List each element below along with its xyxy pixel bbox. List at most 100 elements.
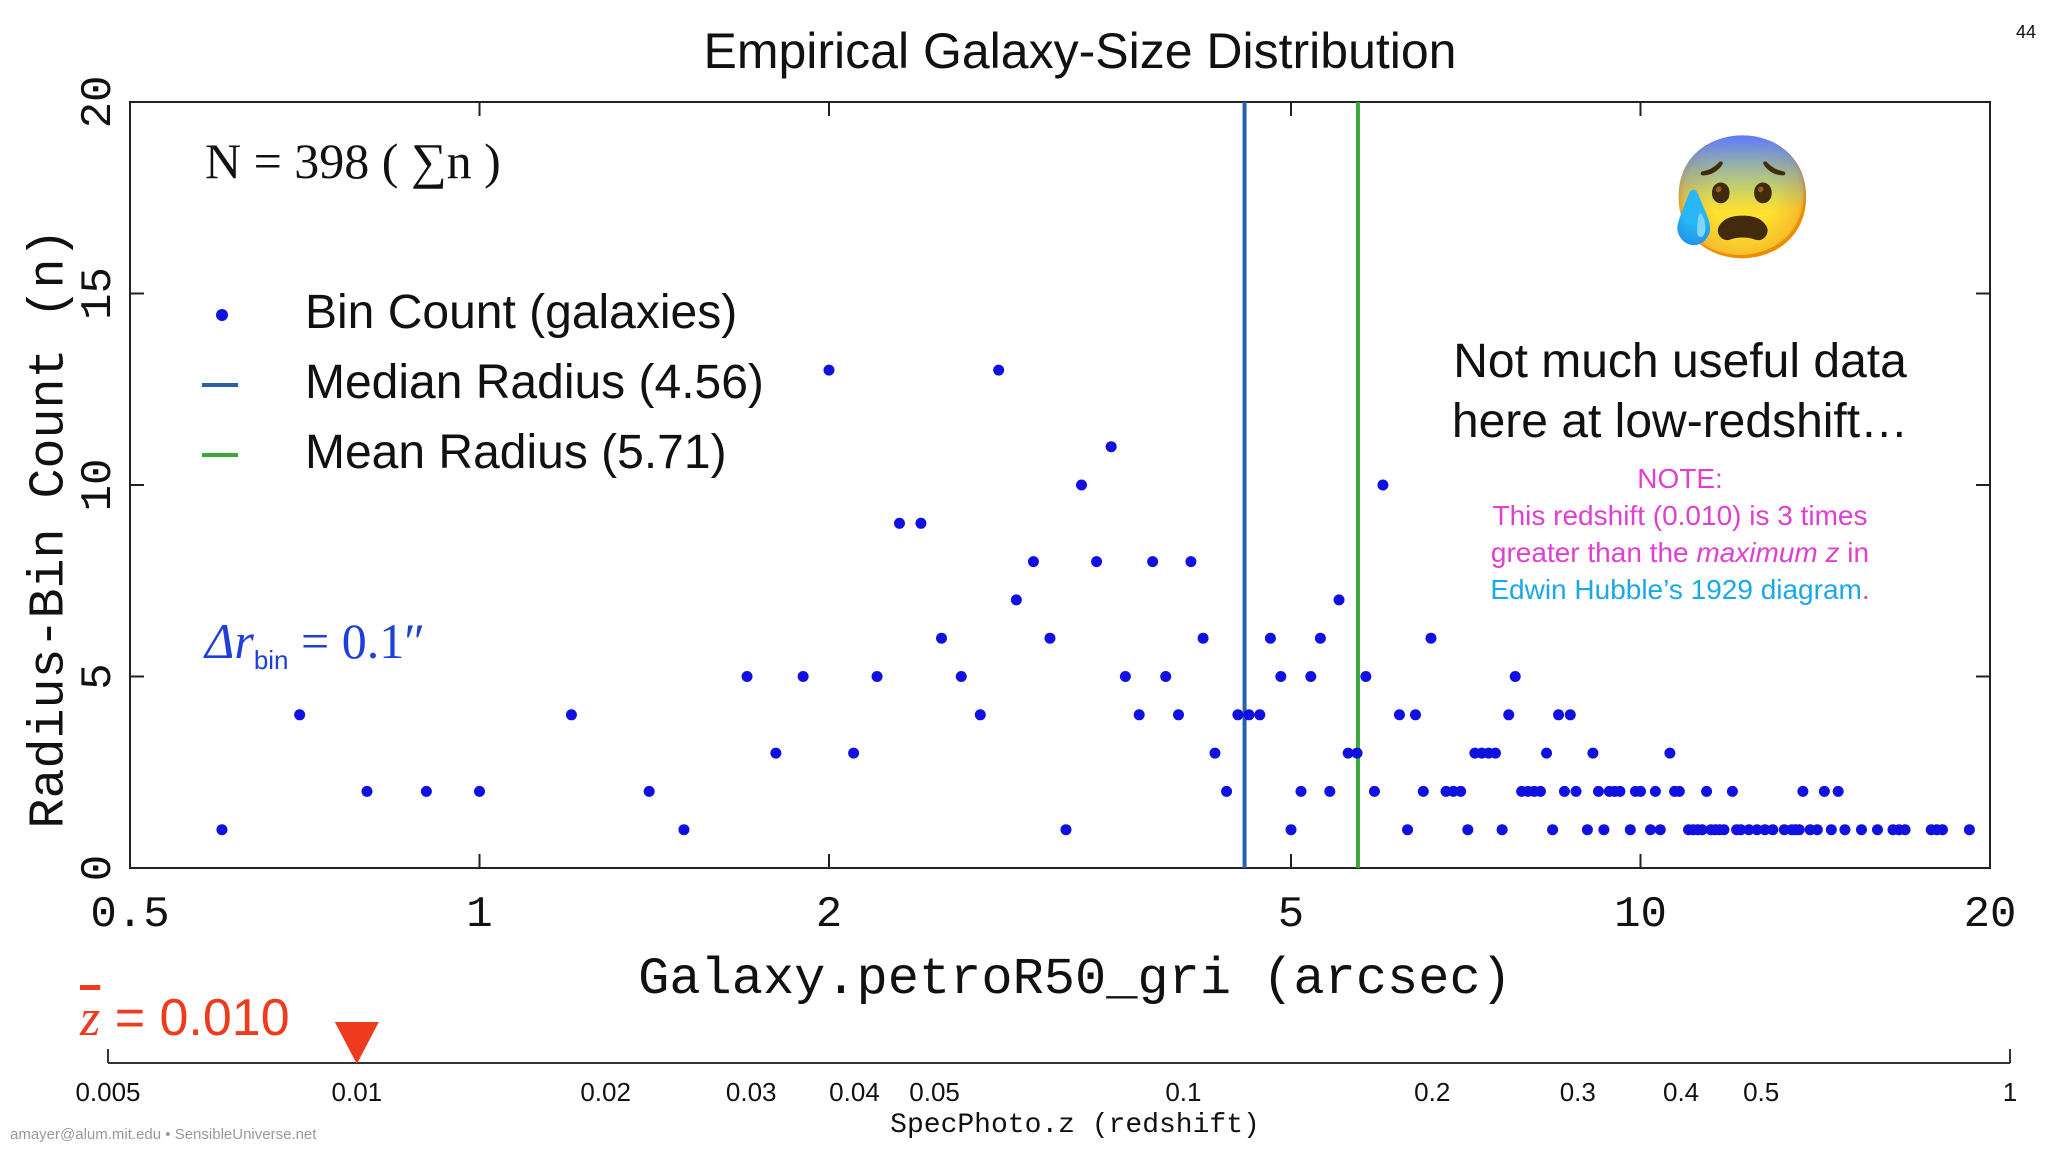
data-point <box>1654 824 1666 836</box>
data-point <box>848 747 860 759</box>
data-point <box>1778 824 1790 836</box>
data-point <box>823 364 835 376</box>
mean-redshift-symbol: z <box>80 990 101 1047</box>
y-tick-label: 20 <box>74 76 124 129</box>
note-main-line2: here at low-redshift… <box>1451 395 1909 448</box>
legend-label-bin-count: Bin Count (galaxies) <box>305 286 738 339</box>
data-point <box>1254 709 1266 721</box>
x-tick-label: 1 <box>466 890 492 940</box>
note-main-line1: Not much useful data <box>1453 335 1907 388</box>
data-point <box>1718 824 1730 836</box>
redshift-tick-label: 0.05 <box>909 1077 960 1107</box>
data-point <box>216 824 228 836</box>
data-point <box>1871 824 1883 836</box>
data-point <box>1581 824 1593 836</box>
data-point <box>1558 785 1570 797</box>
y-tick-label: 0 <box>74 855 124 881</box>
note-line2-b: in <box>1839 537 1870 568</box>
data-point <box>1360 671 1372 682</box>
data-point <box>1635 785 1647 797</box>
data-point <box>1797 785 1809 797</box>
data-point <box>1592 785 1604 797</box>
data-point <box>1587 747 1599 759</box>
data-point <box>1832 785 1844 797</box>
data-point <box>1614 785 1626 797</box>
note-line2-em: maximum z <box>1696 537 1840 568</box>
redshift-tick-label: 0.4 <box>1663 1077 1699 1107</box>
redshift-tick-label: 0.005 <box>75 1077 140 1107</box>
data-point <box>1232 709 1244 721</box>
bin-width-value: = 0.1″ <box>288 613 426 669</box>
data-point <box>1701 785 1713 797</box>
data-point <box>1305 671 1317 682</box>
page-number: 44 <box>2015 22 2036 42</box>
data-point <box>955 671 967 682</box>
data-point <box>1402 824 1414 836</box>
data-point <box>1564 709 1576 721</box>
data-point <box>1185 556 1197 568</box>
data-point <box>1503 709 1515 721</box>
data-point <box>1664 747 1676 759</box>
redshift-tick-label: 0.01 <box>332 1077 383 1107</box>
data-point <box>565 709 577 721</box>
data-point <box>1221 785 1233 797</box>
data-point <box>1751 824 1763 836</box>
data-point <box>1295 785 1307 797</box>
legend-label-mean: Mean Radius (5.71) <box>305 426 727 479</box>
legend-label-median: Median Radius (4.56) <box>305 356 764 409</box>
data-point <box>1425 632 1437 644</box>
y-tick-label: 10 <box>74 459 124 512</box>
data-point <box>1963 824 1975 836</box>
data-point <box>1333 594 1345 606</box>
data-point <box>936 632 948 644</box>
data-point <box>1285 824 1297 836</box>
redshift-tick-label: 0.03 <box>726 1077 777 1107</box>
mean-redshift-label: z = 0.010 <box>80 988 290 1048</box>
note-header: NOTE: <box>1637 463 1723 494</box>
data-point <box>1393 709 1405 721</box>
data-point <box>1197 632 1209 644</box>
data-point <box>1462 824 1474 836</box>
data-point <box>1324 785 1336 797</box>
data-point <box>1489 747 1501 759</box>
data-point <box>1644 824 1656 836</box>
data-point <box>993 364 1005 376</box>
data-point <box>1735 824 1747 836</box>
note-line1: This redshift (0.010) is 3 times <box>1492 500 1868 531</box>
redshift-tick-label: 0.5 <box>1743 1077 1779 1107</box>
data-point <box>1759 824 1771 836</box>
data-point <box>1209 747 1221 759</box>
data-point <box>741 671 753 682</box>
data-point <box>915 517 927 529</box>
data-point <box>1105 441 1117 453</box>
data-point <box>1160 671 1172 682</box>
data-point <box>1793 824 1805 836</box>
data-point <box>1377 479 1389 491</box>
data-point <box>1570 785 1582 797</box>
data-point <box>1855 824 1867 836</box>
data-point <box>1368 785 1380 797</box>
redshift-tick-label: 0.3 <box>1560 1077 1596 1107</box>
redshift-tick-label: 1 <box>2003 1077 2017 1107</box>
note-line3-b: . <box>1861 574 1870 605</box>
data-point <box>1541 747 1553 759</box>
bin-width-symbol: Δr <box>205 613 254 669</box>
data-point <box>1696 824 1708 836</box>
data-point <box>1409 709 1421 721</box>
data-point <box>1314 632 1326 644</box>
mean-redshift-marker <box>334 1022 379 1064</box>
data-point <box>294 709 306 721</box>
redshift-tick-label: 0.04 <box>829 1077 880 1107</box>
data-point <box>1818 785 1830 797</box>
y-axis-label: Radius-Bin Count (n) <box>21 228 79 829</box>
data-point <box>1243 709 1255 721</box>
redshift-tick-label: 0.02 <box>580 1077 631 1107</box>
x-tick-label: 0.5 <box>90 890 169 940</box>
data-point <box>678 824 690 836</box>
data-point <box>1743 824 1755 836</box>
data-point <box>1553 709 1565 721</box>
footer-credit: amayer@alum.mit.edu • SensibleUniverse.n… <box>10 1126 317 1143</box>
x-tick-label: 10 <box>1614 890 1667 940</box>
data-point <box>1172 709 1184 721</box>
data-point <box>770 747 782 759</box>
